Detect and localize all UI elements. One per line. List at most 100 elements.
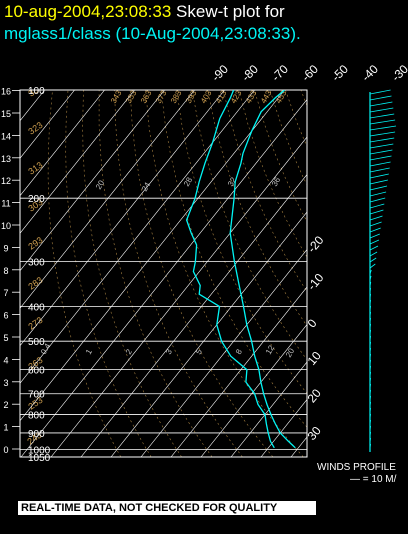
wind-barb xyxy=(369,149,393,155)
height-km-label: 10 xyxy=(1,221,11,231)
wind-barb xyxy=(369,107,394,113)
temperature-label-top: -30 xyxy=(389,62,408,84)
dry-adiabat-line xyxy=(348,90,408,457)
temperature-label-top: -90 xyxy=(209,62,231,84)
wind-barb xyxy=(369,239,380,245)
pressure-label: 200 xyxy=(28,194,45,205)
wind-barb xyxy=(369,425,371,431)
mixing-ratio-label: 5 xyxy=(194,347,204,356)
mixing-ratio-label: 36 xyxy=(270,175,283,188)
dry-adiabat-label: 323 xyxy=(26,120,44,137)
height-km-label: 12 xyxy=(1,176,11,186)
wind-barb xyxy=(369,131,396,137)
sounding-series xyxy=(185,90,296,449)
wind-barb xyxy=(369,269,372,275)
pressure-label: 700 xyxy=(28,390,45,401)
dry-adiabat-label: 413 xyxy=(214,88,229,105)
wind-barb xyxy=(369,383,371,389)
temperature-label-top: -50 xyxy=(329,62,351,84)
isotherm-line xyxy=(351,90,408,457)
wind-barb xyxy=(369,377,371,383)
isotherm-line xyxy=(170,286,307,457)
wind-barb xyxy=(369,359,371,365)
winds-scale-label: — = 10 M/ xyxy=(350,474,397,485)
wind-barb xyxy=(369,155,392,161)
dry-adiabat-label: 433 xyxy=(244,88,259,105)
height-km-label: 4 xyxy=(3,355,8,365)
wind-barb xyxy=(369,245,379,251)
isotherm-line xyxy=(230,361,307,457)
wind-barb xyxy=(369,287,371,293)
winds-profile xyxy=(369,89,397,452)
dry-adiabat-line xyxy=(160,90,307,428)
wind-barb xyxy=(369,353,371,359)
temperature-label-right: -10 xyxy=(305,270,327,293)
temperature-label-right: 20 xyxy=(305,386,325,405)
height-km-label: 0 xyxy=(3,445,8,455)
wind-barb xyxy=(369,173,389,179)
wind-barb xyxy=(369,413,371,419)
wind-barb xyxy=(369,293,371,299)
wind-barb xyxy=(369,263,376,269)
temperature-label-right: 30 xyxy=(305,423,325,442)
title-line-1: 10-aug-2004,23:08:33 Skew-t plot for xyxy=(4,2,285,22)
wind-barb xyxy=(369,251,378,257)
wind-barb xyxy=(369,197,386,203)
height-km-label: 5 xyxy=(3,333,8,343)
temperature-label-top: -40 xyxy=(359,62,381,84)
dry-adiabat-label: 273 xyxy=(26,315,44,332)
dry-adiabat-label: 443 xyxy=(259,88,274,105)
height-km-label: 15 xyxy=(1,109,11,119)
isotherm-line xyxy=(20,90,105,197)
mixing-ratio-label: 8 xyxy=(234,347,244,356)
wind-barb xyxy=(369,95,392,101)
pressure-label: 1000 xyxy=(28,445,51,456)
isotherm-line xyxy=(20,90,75,159)
temperature-line xyxy=(229,90,296,449)
dry-adiabat-line xyxy=(129,90,274,457)
wind-barb xyxy=(369,179,388,185)
dry-adiabat-line xyxy=(238,90,307,258)
wind-barb xyxy=(369,407,371,413)
wind-barb xyxy=(369,299,371,305)
wind-barb xyxy=(369,209,384,215)
wind-barb xyxy=(369,401,371,407)
dry-adiabat-label: 383 xyxy=(169,88,184,105)
isotherm-line xyxy=(20,90,135,234)
dry-adiabat-line xyxy=(223,90,307,293)
height-km-label: 6 xyxy=(3,311,8,321)
isotherm-line xyxy=(50,136,307,457)
pressure-label: 800 xyxy=(28,411,45,422)
wind-barb xyxy=(369,305,371,311)
dry-adiabat-line xyxy=(317,90,408,457)
title-date: 10-aug-2004,23:08:33 xyxy=(4,2,172,21)
temperature-label-right: -20 xyxy=(305,233,327,256)
wind-barb xyxy=(369,185,388,191)
wind-barb xyxy=(369,227,381,233)
pressure-label: 1050 xyxy=(28,453,51,464)
wind-barb xyxy=(369,161,391,167)
dry-adiabat-label: 353 xyxy=(124,88,139,105)
isotherm-line xyxy=(80,174,307,457)
height-km-label: 9 xyxy=(3,243,8,253)
dry-adiabat-line xyxy=(114,90,243,457)
wind-barb xyxy=(369,125,397,131)
mixing-ratio-label: 20 xyxy=(284,346,297,359)
wind-barb xyxy=(369,215,383,221)
mixing-ratio-label: 12 xyxy=(264,343,277,356)
mixing-ratio-label: 2 xyxy=(124,347,134,356)
wind-barb xyxy=(369,335,371,341)
mixing-ratio-label: 1 xyxy=(84,347,94,356)
pressure-label: 100 xyxy=(28,86,45,97)
dry-adiabat-label: 393 xyxy=(184,88,199,105)
dry-adiabat-label: 373 xyxy=(154,88,169,105)
dry-adiabat-line xyxy=(379,90,408,457)
wind-barb xyxy=(369,167,390,173)
wind-barb xyxy=(369,317,371,323)
pressure-label: 600 xyxy=(28,366,45,377)
wind-barb xyxy=(369,101,393,107)
